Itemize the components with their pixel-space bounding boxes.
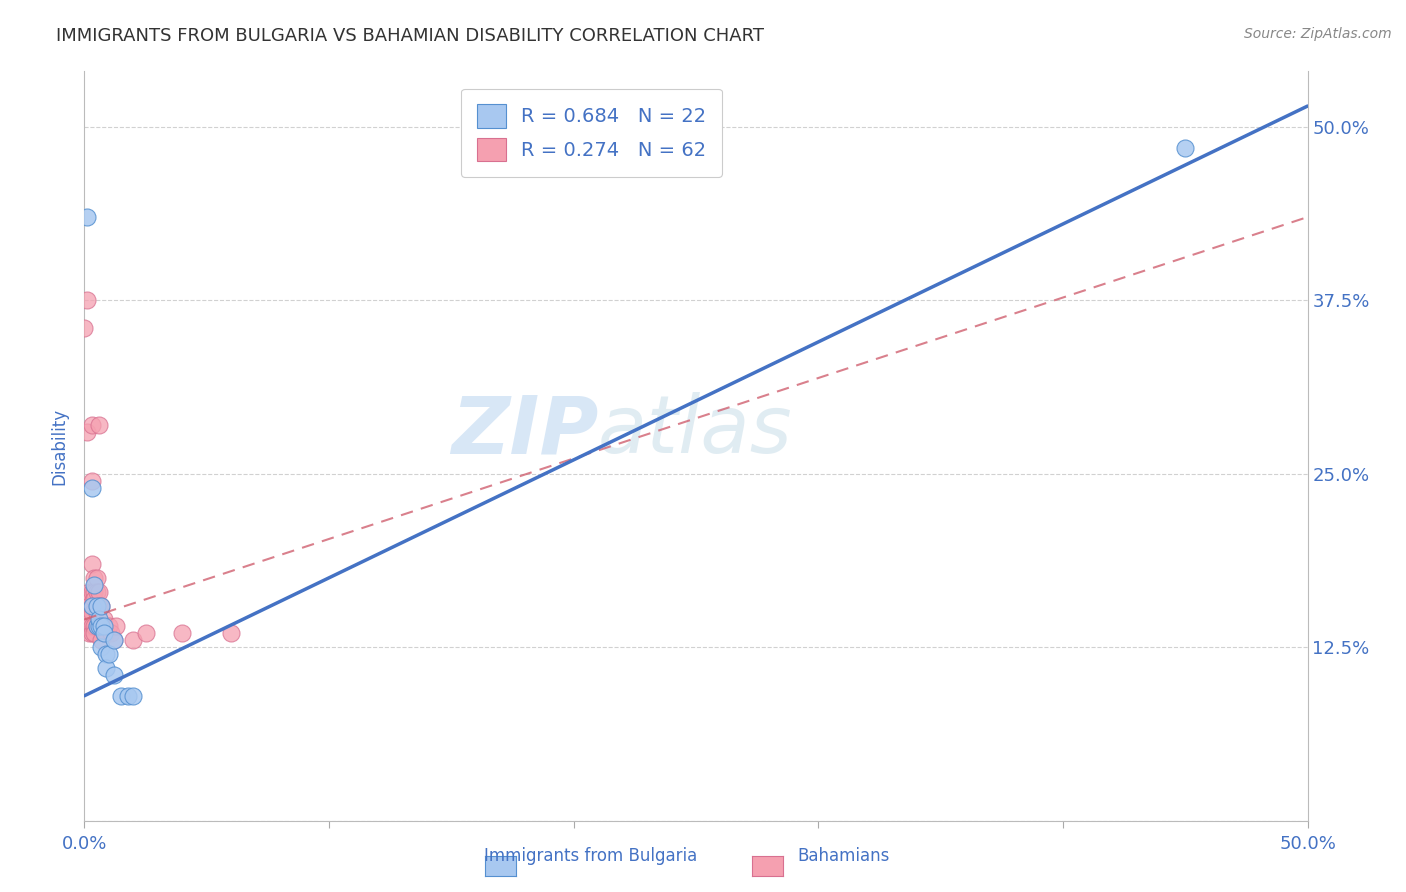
Point xyxy=(90,599,112,613)
Point xyxy=(76,599,98,613)
Point xyxy=(93,626,115,640)
Text: Bahamians: Bahamians xyxy=(797,847,890,864)
Point xyxy=(87,619,110,633)
Point xyxy=(96,661,118,675)
Point xyxy=(93,626,115,640)
Point xyxy=(76,293,98,308)
Point xyxy=(172,626,194,640)
Point xyxy=(110,689,132,703)
Point xyxy=(86,584,108,599)
Point xyxy=(103,633,125,648)
Point xyxy=(77,606,100,620)
Point xyxy=(80,606,103,620)
Point xyxy=(103,668,125,682)
Point xyxy=(90,619,112,633)
Point xyxy=(86,599,108,613)
Point xyxy=(77,591,100,606)
Point xyxy=(77,599,100,613)
Point xyxy=(90,633,112,648)
Point xyxy=(122,689,145,703)
Point xyxy=(77,626,100,640)
Point xyxy=(73,321,96,335)
Point xyxy=(105,619,128,633)
Point xyxy=(219,626,242,640)
Point xyxy=(77,606,100,620)
Point xyxy=(76,591,98,606)
Point xyxy=(76,599,98,613)
Point xyxy=(76,619,98,633)
Point xyxy=(1174,141,1197,155)
Point xyxy=(73,619,96,633)
Point xyxy=(100,626,122,640)
Point xyxy=(87,599,110,613)
Legend: R = 0.684   N = 22, R = 0.274   N = 62: R = 0.684 N = 22, R = 0.274 N = 62 xyxy=(461,88,723,177)
Point xyxy=(76,619,98,633)
Point xyxy=(77,584,100,599)
Point xyxy=(83,584,105,599)
Point xyxy=(135,626,157,640)
Point xyxy=(86,606,108,620)
Point xyxy=(80,619,103,633)
Point xyxy=(80,599,103,613)
Point xyxy=(76,606,98,620)
Point xyxy=(77,619,100,633)
Point xyxy=(83,626,105,640)
Point xyxy=(86,571,108,585)
Point xyxy=(83,619,105,633)
Point xyxy=(76,591,98,606)
Text: Source: ZipAtlas.com: Source: ZipAtlas.com xyxy=(1244,27,1392,41)
Point xyxy=(80,599,103,613)
Text: Immigrants from Bulgaria: Immigrants from Bulgaria xyxy=(484,847,697,864)
Point xyxy=(86,599,108,613)
Point xyxy=(83,571,105,585)
Point xyxy=(90,640,112,655)
Point xyxy=(80,557,103,571)
Point xyxy=(80,626,103,640)
Point xyxy=(86,619,108,633)
Point xyxy=(90,619,112,633)
Point xyxy=(93,612,115,626)
Point xyxy=(77,619,100,633)
Point xyxy=(97,647,120,661)
Point xyxy=(83,578,105,592)
Point xyxy=(80,599,103,613)
Point xyxy=(80,474,103,488)
Y-axis label: Disability: Disability xyxy=(51,408,69,484)
Point xyxy=(77,619,100,633)
Point xyxy=(86,619,108,633)
Point xyxy=(87,418,110,433)
Text: IMMIGRANTS FROM BULGARIA VS BAHAMIAN DISABILITY CORRELATION CHART: IMMIGRANTS FROM BULGARIA VS BAHAMIAN DIS… xyxy=(56,27,765,45)
Point xyxy=(103,633,125,648)
Point xyxy=(93,619,115,633)
Text: ZIP: ZIP xyxy=(451,392,598,470)
Point xyxy=(76,619,98,633)
Point xyxy=(76,599,98,613)
Point xyxy=(77,612,100,626)
Point xyxy=(87,612,110,626)
Point xyxy=(122,633,145,648)
Point xyxy=(80,418,103,433)
Point xyxy=(76,425,98,439)
Point xyxy=(73,619,96,633)
Point xyxy=(87,584,110,599)
Point xyxy=(83,591,105,606)
Point xyxy=(80,481,103,495)
Point xyxy=(117,689,139,703)
Point xyxy=(90,599,112,613)
Point xyxy=(76,591,98,606)
Point xyxy=(76,210,98,224)
Point xyxy=(96,647,118,661)
Point xyxy=(87,619,110,633)
Point xyxy=(97,619,120,633)
Point xyxy=(96,626,118,640)
Text: atlas: atlas xyxy=(598,392,793,470)
Point xyxy=(80,584,103,599)
